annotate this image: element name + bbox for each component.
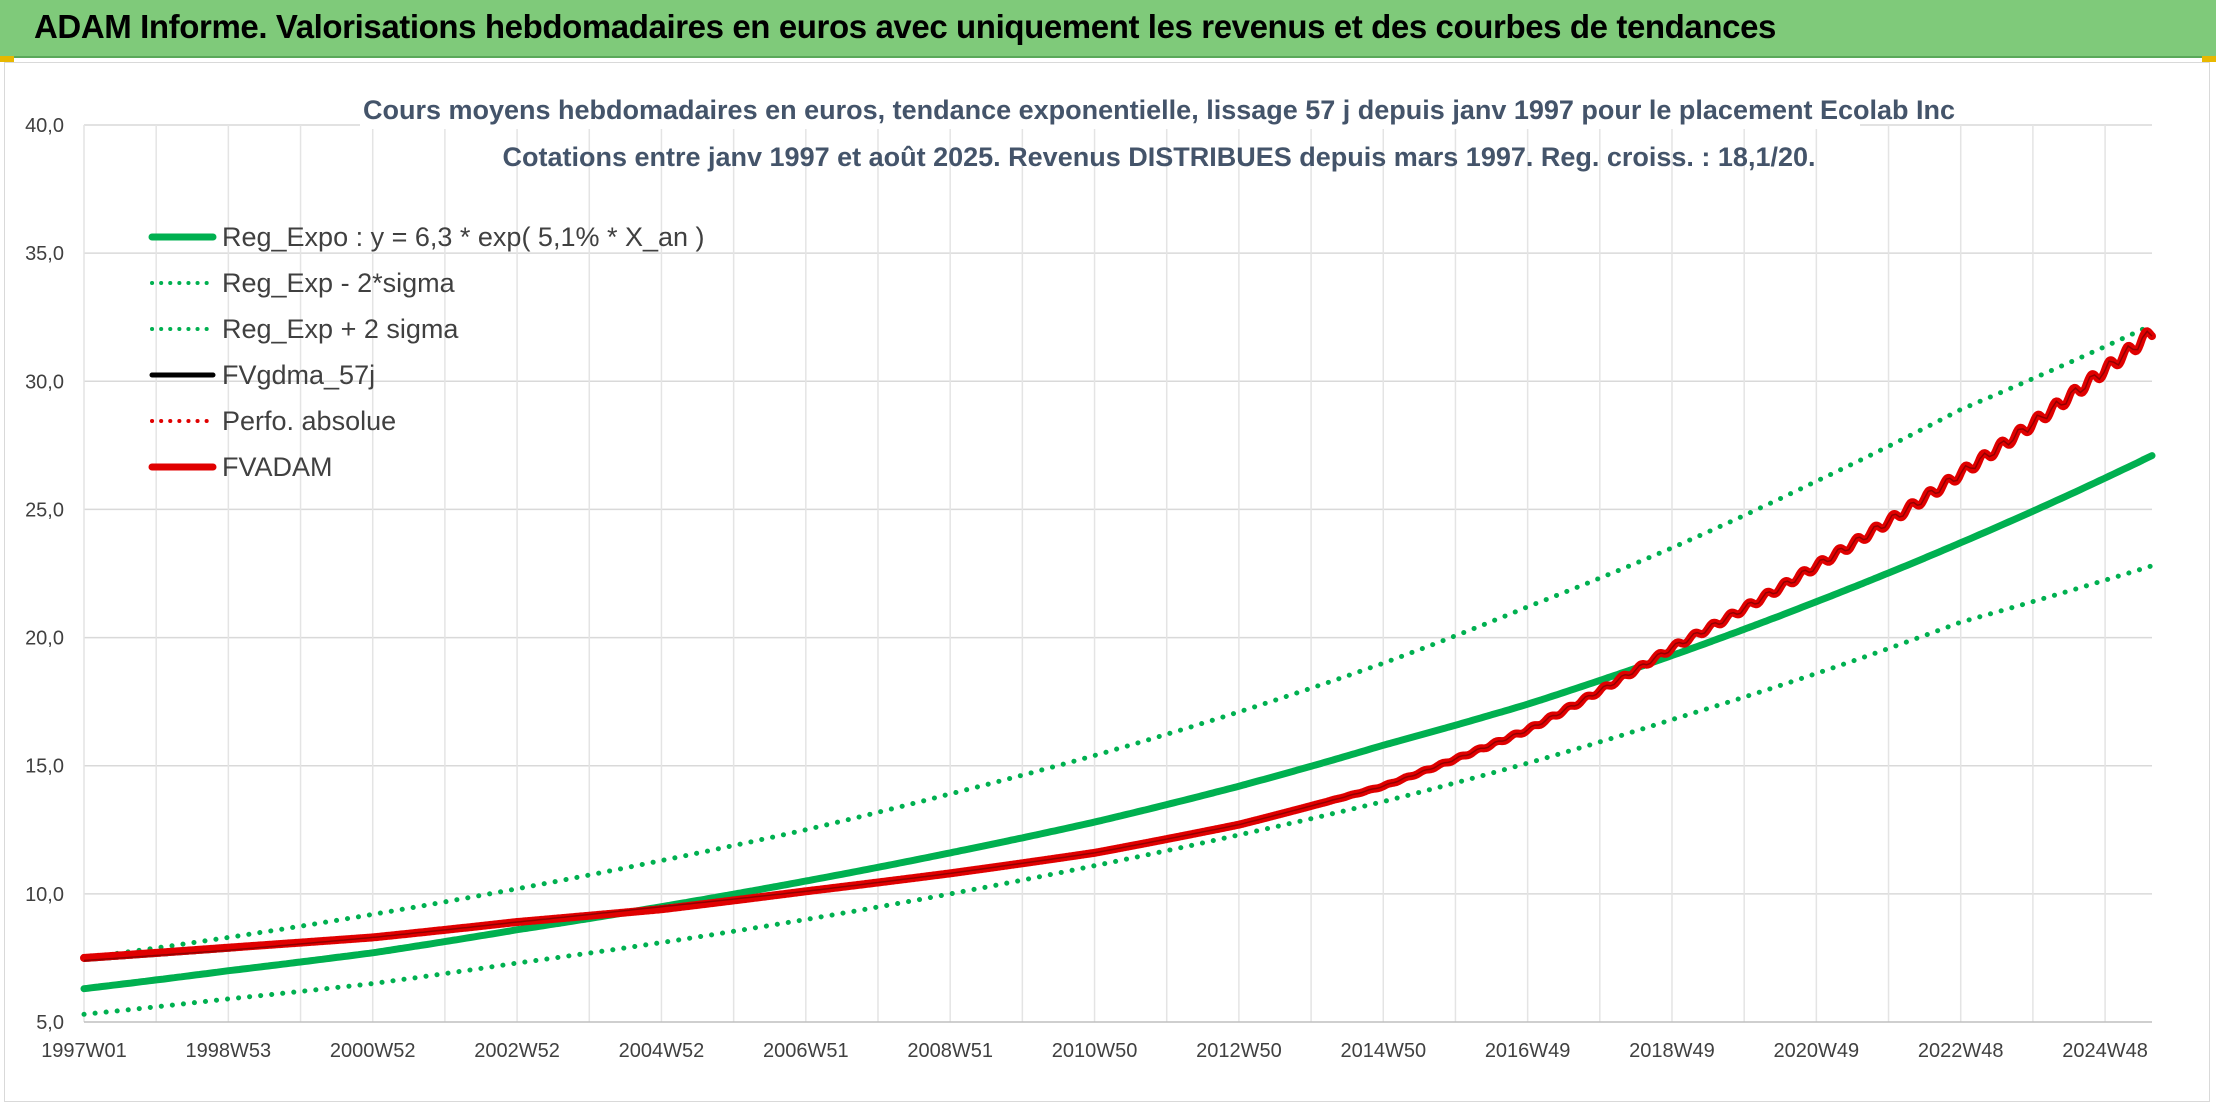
report-title: ADAM Informe. Valorisations hebdomadaire… [34, 8, 1776, 45]
x-tick-label: 2008W51 [907, 1040, 993, 1062]
legend-label: Reg_Expo : y = 6,3 * exp( 5,1% * X_an ) [222, 222, 705, 252]
y-tick-label: 5,0 [36, 1012, 64, 1034]
chart-subtitle: Cotations entre janv 1997 et août 2025. … [502, 142, 1815, 172]
grid [83, 124, 2152, 1022]
legend-label: Perfo. absolue [222, 406, 396, 436]
x-tick-label: 2020W49 [1774, 1040, 1860, 1062]
x-tick-label: 1998W53 [186, 1040, 272, 1062]
y-tick-label: 30,0 [25, 371, 64, 393]
y-tick-label: 35,0 [25, 243, 64, 265]
x-tick-labels: 1997W01 1998W53 2000W52 2002W52 2004W52 2006W… [41, 1040, 2148, 1062]
y-tick-label: 10,0 [25, 884, 64, 906]
legend-label: FVADAM [222, 452, 333, 482]
x-tick-label: 2012W50 [1196, 1040, 1282, 1062]
x-tick-label: 2000W52 [330, 1040, 416, 1062]
x-tick-label: 2004W52 [619, 1040, 705, 1062]
x-tick-label: 2006W51 [763, 1040, 849, 1062]
x-tick-label: 2002W52 [474, 1040, 560, 1062]
y-tick-label: 20,0 [25, 628, 64, 650]
legend-label: Reg_Exp + 2 sigma [222, 314, 459, 344]
y-tick-label: 25,0 [25, 499, 64, 521]
x-tick-label: 2016W49 [1485, 1040, 1571, 1062]
corner-marker [0, 56, 14, 62]
x-tick-label: 2014W50 [1340, 1040, 1426, 1062]
chart-title: Cours moyens hebdomadaires en euros, ten… [363, 95, 1955, 125]
y-tick-labels: 40,0 35,0 30,0 25,0 20,0 15,0 10,0 5,0 [25, 115, 64, 1034]
series-line-core [83, 330, 2153, 962]
series [80, 322, 2156, 1017]
series-line [81, 563, 2155, 1017]
x-tick-label: 1997W01 [41, 1040, 127, 1062]
chart-frame [4, 62, 2210, 1102]
y-tick-label: 40,0 [25, 115, 64, 137]
series-line [81, 322, 2155, 961]
corner-marker [2202, 56, 2216, 62]
legend: Reg_Expo : y = 6,3 * exp( 5,1% * X_an ) R… [148, 222, 705, 482]
x-tick-label: 2024W48 [2062, 1040, 2148, 1062]
title-background [360, 89, 1860, 129]
x-tick-label: 2022W48 [1918, 1040, 2004, 1062]
series-line [80, 452, 2156, 993]
report-banner: ADAM Informe. Valorisations hebdomadaire… [0, 0, 2216, 58]
legend-label: FVgdma_57j [222, 360, 375, 390]
y-tick-label: 15,0 [25, 756, 64, 778]
x-tick-label: 2010W50 [1052, 1040, 1138, 1062]
x-tick-label: 2018W49 [1629, 1040, 1715, 1062]
legend-label: Reg_Exp - 2*sigma [222, 268, 456, 298]
